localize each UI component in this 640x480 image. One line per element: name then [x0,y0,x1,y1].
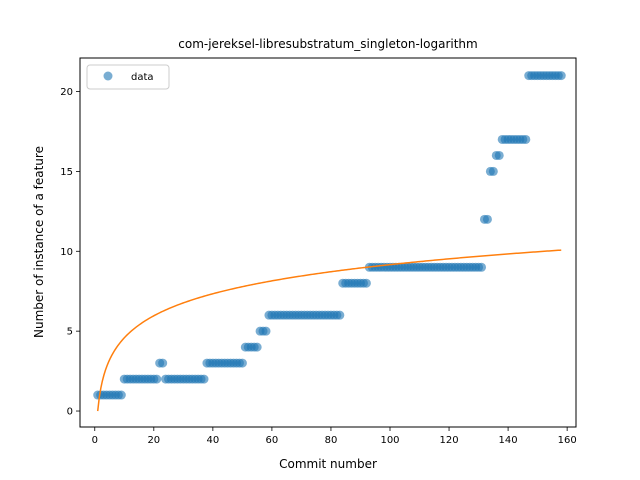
data-point [252,342,262,352]
x-tick-label: 100 [380,435,399,446]
legend: data [86,64,170,90]
data-point [199,374,209,384]
axes-frame [79,57,577,428]
y-tick-label: 0 [67,407,73,418]
y-axis-ticks: 0 5 10 15 20 [60,87,80,418]
x-axis-ticks: 0 20 40 60 80 100 120 140 160 [92,427,577,446]
x-tick-label: 120 [440,435,459,446]
data-point [158,358,168,368]
y-tick-label: 20 [60,87,73,98]
data-point [335,310,345,320]
data-point [237,358,247,368]
data-point [152,374,162,384]
x-tick-label: 60 [266,435,279,446]
data-point [261,326,271,336]
data-point [521,134,531,144]
y-tick-label: 15 [60,167,73,178]
y-tick-label: 5 [67,327,73,338]
fit-line [96,249,562,412]
y-tick-label: 10 [60,247,73,258]
x-tick-label: 160 [558,435,577,446]
x-tick-label: 40 [206,435,219,446]
legend-box [86,64,170,90]
x-tick-label: 140 [499,435,518,446]
y-axis-label: Number of instance of a feature [32,146,46,338]
x-tick-label: 20 [147,435,160,446]
data-point [477,262,487,272]
plot-area [93,71,566,412]
x-axis-label: Commit number [279,457,377,471]
data-point [116,390,126,400]
data-point [482,214,492,224]
data-point [494,150,504,160]
data-point [488,166,498,176]
data-point [556,71,566,81]
legend-label-data: data [131,72,154,83]
x-tick-label: 0 [92,435,98,446]
data-point [361,278,371,288]
chart-title: com-jereksel-libresubstratum_singleton-l… [178,37,477,51]
legend-marker-data [103,71,113,81]
x-tick-label: 80 [325,435,338,446]
